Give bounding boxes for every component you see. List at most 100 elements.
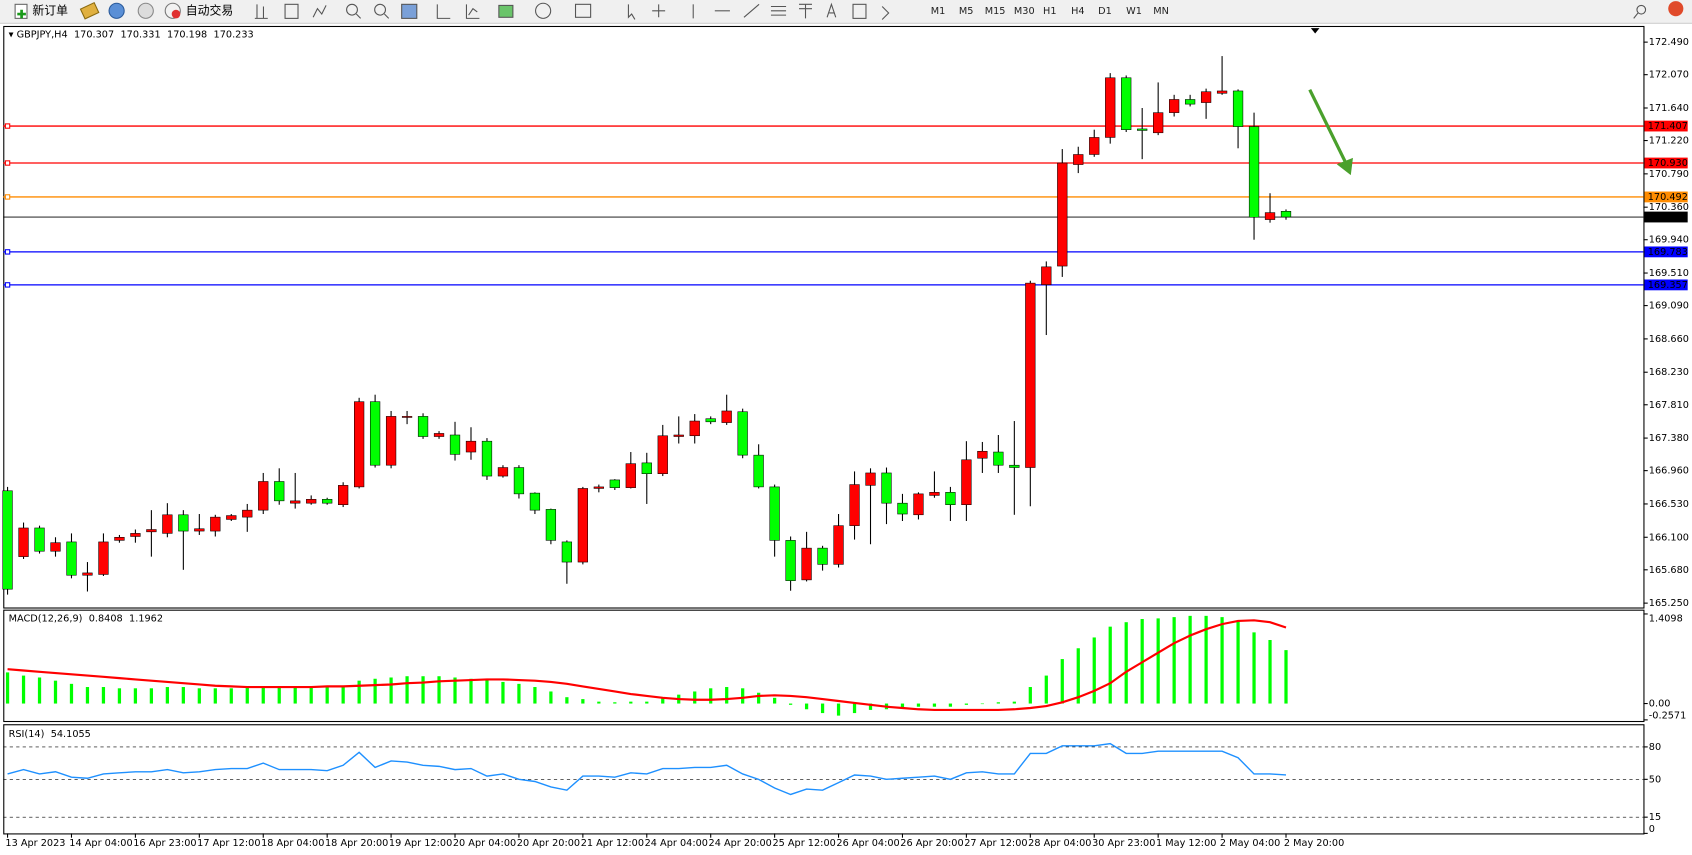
macd-bar — [341, 686, 345, 704]
icon[interactable] — [79, 1, 100, 20]
macd-bar — [757, 692, 761, 704]
macd-bar — [1268, 639, 1272, 704]
timeframe-button[interactable]: M5 — [959, 6, 974, 17]
x-tick-label: 16 Apr 23:00 — [133, 838, 196, 849]
level-handle — [4, 249, 11, 255]
candle-body — [897, 502, 908, 515]
macd-bar — [1012, 701, 1016, 704]
candle-body — [401, 416, 413, 418]
rsi-value: 54.1055 — [51, 729, 91, 740]
candle-body — [1137, 128, 1148, 131]
timeframe-button[interactable]: H1 — [1043, 6, 1056, 17]
timeframe-button[interactable]: W1 — [1126, 6, 1142, 17]
macd-bar — [37, 677, 42, 704]
ohlc-open: 170.307 — [74, 30, 114, 41]
candle-body — [306, 499, 317, 504]
macd-bar — [788, 703, 793, 705]
x-tick-label: 18 Apr 04:00 — [261, 838, 324, 849]
macd-bar — [389, 677, 393, 704]
bid-label: 170.233 — [1648, 212, 1688, 223]
level-label: 170.930 — [1648, 158, 1688, 169]
candle-body — [977, 450, 988, 459]
candle-body — [354, 401, 365, 488]
indicator-title: RSI(14) — [9, 729, 45, 740]
button-label: 新订单 — [32, 3, 68, 17]
y-tick-label: 168.660 — [1649, 334, 1689, 345]
level-label-bg — [1644, 246, 1688, 258]
candle-body — [881, 472, 892, 504]
level-label-bg — [1644, 157, 1688, 169]
y-tick-label: 167.380 — [1649, 433, 1689, 444]
candle-body — [290, 500, 301, 504]
macd-bar — [133, 688, 138, 704]
macd-bar — [741, 688, 745, 704]
auto-trading-button[interactable]: 自动交易 — [164, 2, 233, 19]
candle-body — [1057, 162, 1068, 267]
macd-bar — [405, 676, 409, 704]
timeframe-button[interactable]: M30 — [1014, 6, 1035, 17]
candle-body — [721, 410, 732, 423]
macd-bar — [1204, 615, 1208, 704]
macd-bar — [725, 687, 729, 704]
macd-bar — [804, 703, 809, 710]
icon[interactable] — [137, 2, 154, 19]
ohlc-low: 170.198 — [167, 30, 207, 41]
candle-body — [369, 401, 381, 466]
macd-bar — [517, 683, 521, 704]
macd-bar — [996, 702, 1000, 704]
macd-bar — [453, 677, 457, 704]
y-tick-label: 166.960 — [1649, 466, 1689, 477]
candle-body — [705, 418, 716, 423]
x-tick-label: 21 Apr 12:00 — [581, 838, 644, 849]
macd-bar — [245, 687, 249, 704]
y-tick-label: 168.230 — [1649, 367, 1689, 378]
macd-bar — [693, 691, 697, 704]
y-tick-label: 169.090 — [1649, 301, 1689, 312]
toolbar-right[interactable] — [1633, 1, 1684, 19]
candle-body — [2, 490, 13, 590]
candle-body — [1169, 99, 1180, 113]
candle-body — [593, 486, 604, 489]
icon — [171, 9, 181, 19]
timeframe-button[interactable]: D1 — [1098, 6, 1112, 17]
candle-body — [18, 527, 29, 557]
timeframe-button[interactable]: H4 — [1071, 6, 1084, 17]
x-tick-label: 19 Apr 12:00 — [389, 838, 452, 849]
macd-panel-frame — [3, 609, 1645, 723]
macd-bar — [549, 691, 553, 704]
candle-body — [865, 472, 876, 486]
candle-body — [1248, 126, 1260, 218]
indicator-title: MACD(12,26,9) — [9, 613, 83, 624]
timeframe-button[interactable]: M1 — [931, 6, 946, 17]
y-tick-label: 170.790 — [1649, 169, 1689, 180]
candle-body — [849, 484, 860, 526]
level-handle — [4, 160, 11, 166]
macd-bar — [1156, 618, 1160, 704]
macd-bar — [1236, 621, 1240, 704]
level-label-bg — [1644, 120, 1688, 132]
candle-body — [194, 528, 205, 532]
candle-body — [641, 462, 652, 475]
candle-body — [529, 492, 541, 511]
macd-bar — [5, 672, 10, 704]
candle-body — [385, 416, 397, 466]
macd-bar — [469, 678, 473, 704]
timeframe-button[interactable]: MN — [1153, 6, 1169, 17]
macd-bar — [293, 687, 297, 704]
timeframe-button[interactable]: M15 — [985, 6, 1006, 17]
candle-body — [1264, 212, 1276, 220]
candle-body — [1025, 282, 1036, 468]
x-tick-label: 26 Apr 04:00 — [836, 838, 899, 849]
icon[interactable] — [108, 2, 125, 19]
macd-bar — [1092, 637, 1096, 704]
macd-bar — [485, 680, 489, 704]
macd-bar — [501, 681, 505, 704]
y-tick-label: 166.530 — [1649, 499, 1689, 510]
level-handle — [4, 282, 11, 288]
candle-body — [146, 529, 157, 533]
candle-body — [769, 486, 780, 541]
toolbar-icons[interactable] — [254, 2, 890, 20]
candle-body — [34, 527, 45, 552]
new-order-button[interactable]: 新订单 — [14, 3, 68, 19]
y-tick-label: 170.360 — [1649, 202, 1689, 213]
